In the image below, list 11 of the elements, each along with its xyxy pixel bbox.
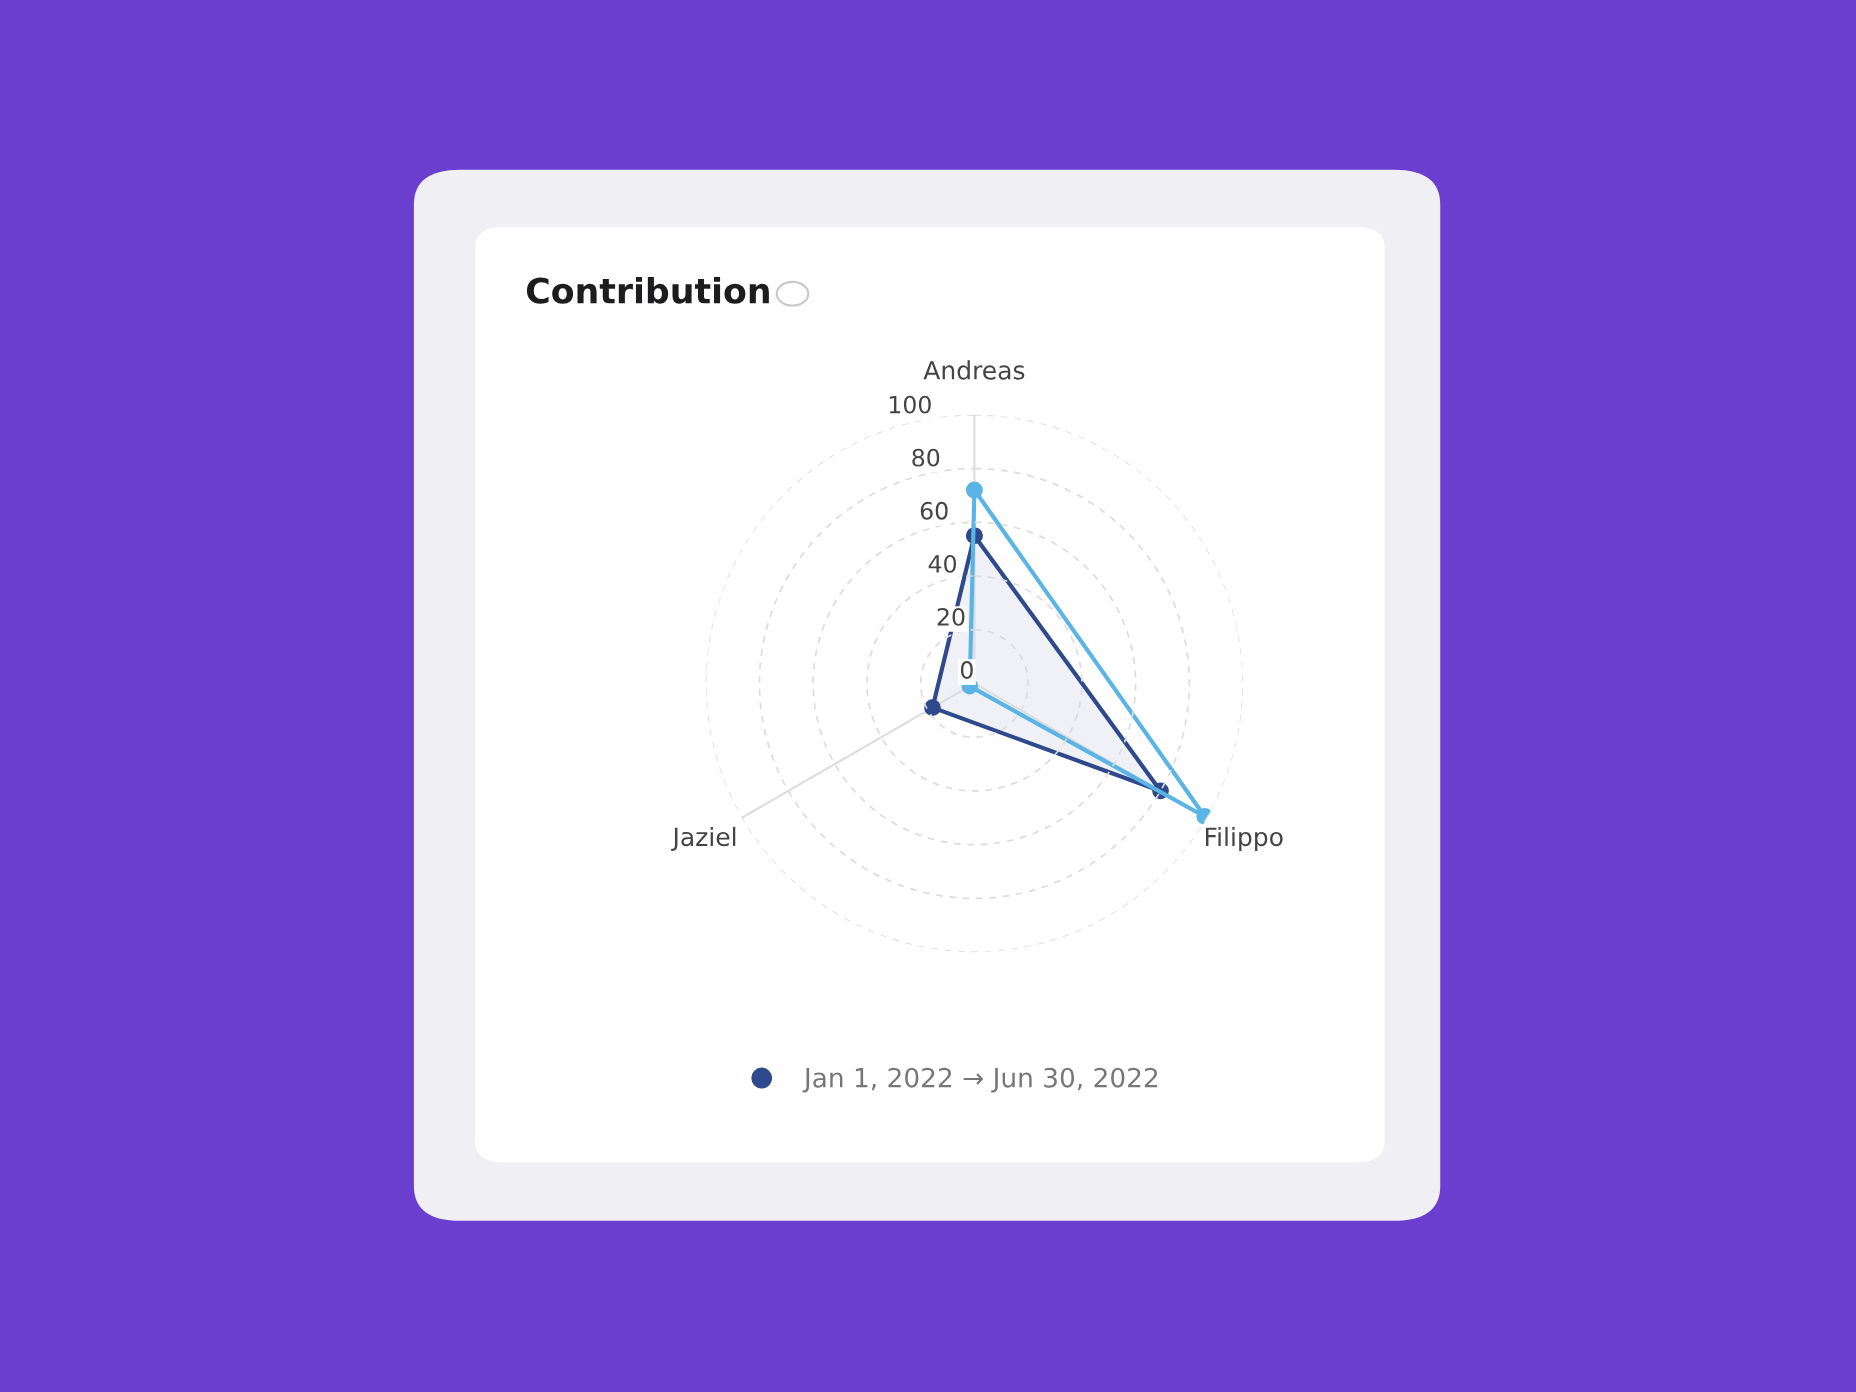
y-tick-label: 0 [960,661,973,679]
y-tick-label: 20 [937,607,965,626]
spoke-label: Jaziel [671,826,736,851]
y-tick-label: 40 [928,554,957,573]
spoke-label: Andreas [923,360,1025,380]
y-tick-label: 100 [889,395,931,414]
chart-title: Contribution [526,276,769,304]
legend-label: Jan 1, 2022 → Jun 30, 2022 [802,1067,1158,1093]
y-tick-label: 80 [912,448,940,467]
y-tick-label: 60 [920,501,948,520]
spoke-label: Filippo [1205,826,1283,852]
